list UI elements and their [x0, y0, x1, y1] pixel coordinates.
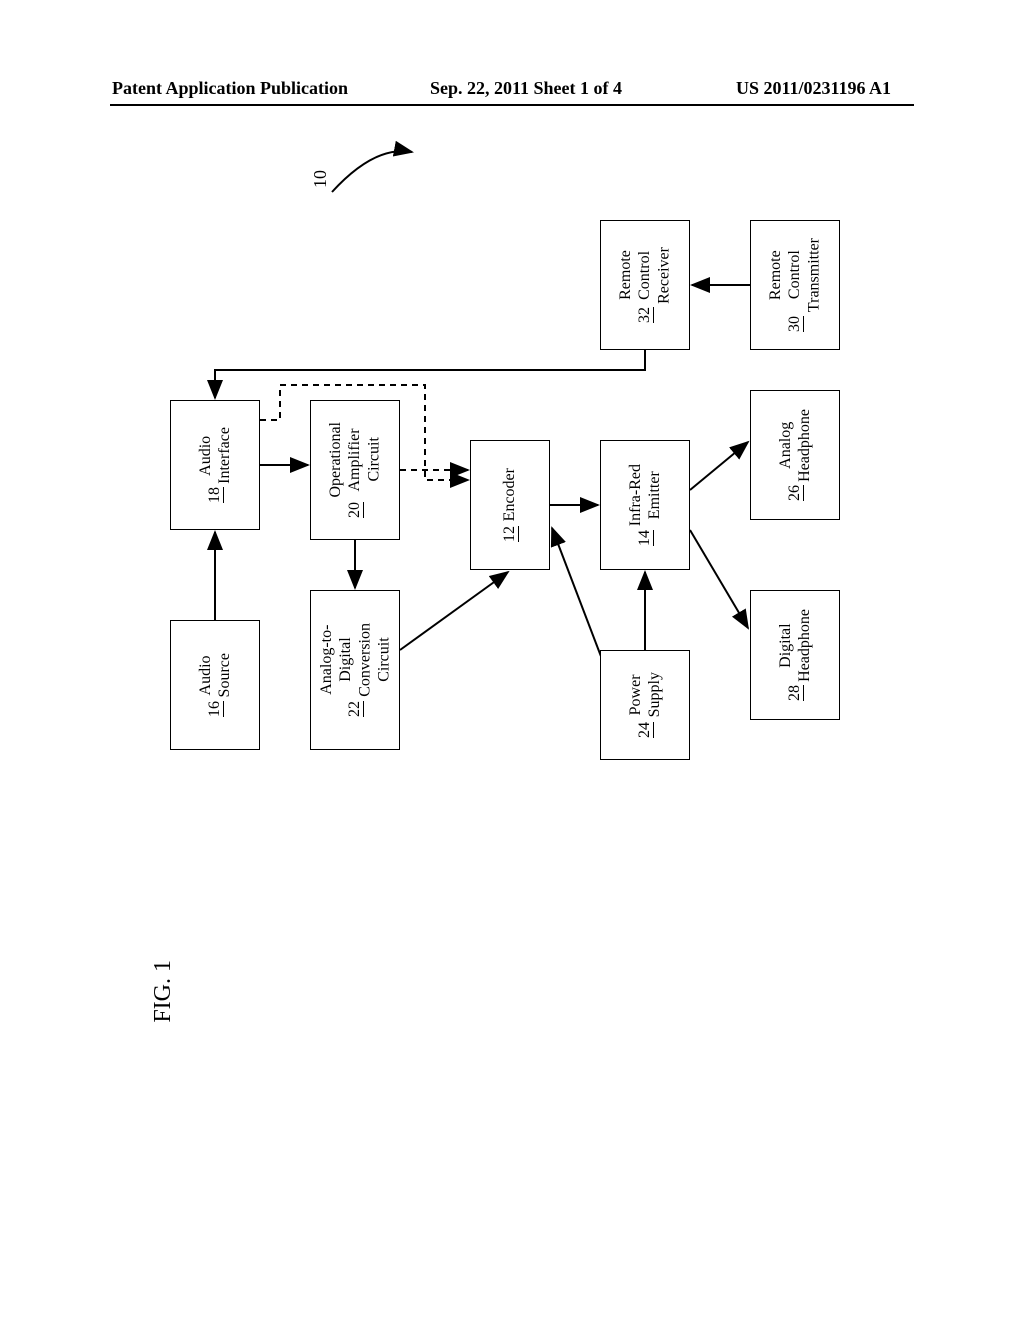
- ref-num: 24: [636, 722, 654, 738]
- label: Operational Amplifier Circuit: [326, 422, 384, 498]
- label: Remote Control Receiver: [616, 247, 674, 304]
- edge-ire-ah: [690, 442, 748, 490]
- block-diagram: Remote Control Transmitter 30 Analog Hea…: [120, 200, 900, 1140]
- node-encoder: Encoder 12: [470, 440, 550, 570]
- node-analog-headphone: Analog Headphone 26: [750, 390, 840, 520]
- edge-ire-dh: [690, 530, 748, 628]
- node-remote-control-transmitter: Remote Control Transmitter 30: [750, 220, 840, 350]
- figure-label: FIG. 1: [150, 960, 177, 1023]
- label: Audio Source: [196, 653, 234, 697]
- node-adc: Analog-to- Digital Conversion Circuit 22: [310, 590, 400, 750]
- header-right: US 2011/0231196 A1: [736, 78, 891, 99]
- label: Audio Interface: [196, 427, 234, 484]
- header-center: Sep. 22, 2011 Sheet 1 of 4: [430, 78, 622, 99]
- ref-arc: [332, 151, 412, 192]
- page: Patent Application Publication Sep. 22, …: [0, 0, 1024, 1320]
- label: Power Supply: [626, 672, 664, 717]
- ref-num: 20: [346, 502, 364, 518]
- node-audio-interface: Audio Interface 18: [170, 400, 260, 530]
- node-remote-control-receiver: Remote Control Receiver 32: [600, 220, 690, 350]
- label: Digital Headphone: [776, 609, 814, 682]
- diagram-ref-number: 10: [310, 170, 331, 188]
- node-power-supply: Power Supply 24: [600, 650, 690, 760]
- ref-num: 16: [206, 701, 224, 717]
- ref-num: 14: [636, 530, 654, 546]
- ref-num: 12: [501, 526, 519, 542]
- node-audio-source: Audio Source 16: [170, 620, 260, 750]
- label: Infra-Red Emitter: [626, 464, 664, 526]
- node-digital-headphone: Digital Headphone 28: [750, 590, 840, 720]
- ref-num: 30: [786, 316, 804, 332]
- ref-num: 22: [346, 701, 364, 717]
- ref-num: 18: [206, 487, 224, 503]
- label: Remote Control Transmitter: [766, 238, 824, 312]
- ref-num: 26: [786, 485, 804, 501]
- ref-num: 28: [786, 685, 804, 701]
- label: Analog-to- Digital Conversion Circuit: [317, 623, 394, 697]
- node-infra-red-emitter: Infra-Red Emitter 14: [600, 440, 690, 570]
- header-left: Patent Application Publication: [112, 78, 348, 99]
- edge-adc-enc: [400, 572, 508, 650]
- ref-num: 32: [636, 307, 654, 323]
- label: Encoder: [500, 468, 519, 521]
- node-operational-amplifier: Operational Amplifier Circuit 20: [310, 400, 400, 540]
- label: Analog Headphone: [776, 409, 814, 482]
- header-rule: [110, 104, 914, 106]
